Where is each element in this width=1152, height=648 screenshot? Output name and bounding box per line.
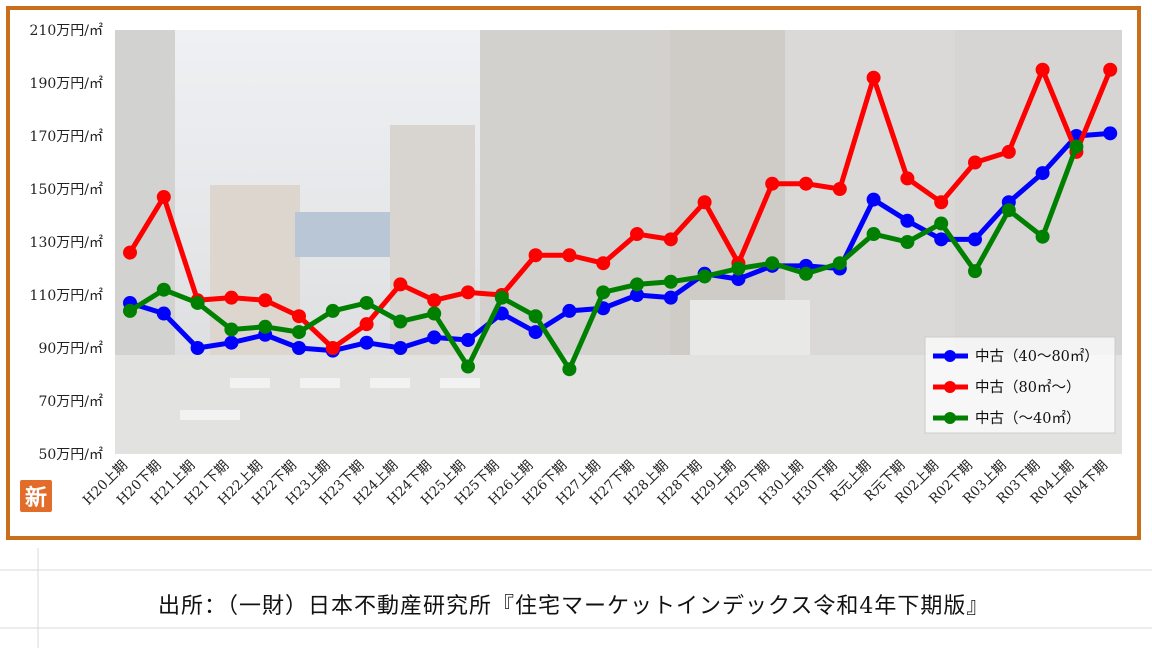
y-tick-label: 110万円/㎡ [30,288,103,304]
data-point [765,176,780,191]
legend-label: 中古（40～80㎡） [975,348,1099,365]
legend-label: 中古（～40㎡） [975,410,1080,427]
data-point [427,306,442,321]
data-point [359,295,374,310]
data-point [562,248,577,263]
data-point [427,293,442,308]
data-point [292,309,306,324]
y-tick-label: 90万円/㎡ [38,341,103,357]
data-point [461,333,475,348]
data-point [596,285,611,300]
data-point [630,227,644,242]
data-point [461,285,475,300]
data-point [528,248,543,263]
data-point [292,341,306,355]
data-point [258,319,273,334]
data-point [900,171,915,186]
legend: 中古（40～80㎡） 中古（80㎡～） 中古（～40㎡） [924,336,1116,434]
data-point [934,195,949,210]
data-point [765,256,780,271]
legend-swatch-marker [944,350,956,362]
y-tick-label: 130万円/㎡ [30,235,103,251]
data-point [258,293,273,308]
data-point [934,232,949,247]
legend-label: 中古（80㎡～） [975,379,1080,396]
data-point [461,359,475,374]
data-point [1035,166,1050,181]
data-point [393,314,408,329]
data-point [799,176,813,191]
data-point [190,295,205,310]
data-point [663,274,678,289]
data-point [224,335,239,350]
y-tick-label: 50万円/㎡ [38,447,103,463]
data-point [731,261,746,276]
data-point [359,317,374,332]
data-point [900,235,915,249]
data-point [866,192,881,207]
data-point [1103,126,1118,141]
data-point [697,269,712,284]
data-point [866,70,881,85]
data-point [325,341,340,355]
data-point [697,195,712,210]
new-badge-icon: 新 [20,480,52,512]
data-point [528,325,543,340]
data-point [190,341,205,355]
data-point [562,362,577,377]
data-point [156,282,171,297]
data-point [292,325,306,340]
data-point [427,330,442,345]
data-point [562,303,577,318]
data-point [799,266,813,281]
data-point [393,277,408,292]
data-point [832,182,847,196]
data-point [968,264,982,279]
data-point [630,288,644,302]
line-chart: 210万円/㎡ 190万円/㎡ 170万円/㎡ 150万円/㎡ 130万円/㎡ 110万円… [30,23,1122,508]
y-tick-label: 70万円/㎡ [38,394,103,410]
series-2 [123,62,1118,355]
data-point [832,256,847,271]
y-tick-label: 210万円/㎡ [30,23,103,39]
data-point [934,216,949,231]
data-point [968,232,982,247]
data-point [1001,203,1016,218]
data-point [630,277,644,292]
data-point [1069,139,1084,154]
data-point [596,256,611,271]
data-point [494,290,509,305]
y-tick-label: 170万円/㎡ [30,129,103,145]
data-point [528,309,543,324]
y-tick-label: 150万円/㎡ [30,182,103,198]
source-note: 出所：（一財）日本不動産研究所『住宅マーケットインデックス令和4年下期版』 [158,594,990,619]
data-point [1103,62,1118,77]
data-point [1035,229,1050,244]
data-point [123,245,137,260]
data-point [123,303,137,318]
data-point [156,306,171,321]
data-point [866,227,881,242]
data-point [393,341,408,355]
data-point [224,290,239,305]
data-point [968,155,982,170]
data-point [224,322,239,337]
data-point [731,272,746,287]
data-point [1001,144,1016,159]
data-point [663,290,678,305]
legend-swatch-marker [944,381,956,393]
data-point [1035,62,1050,77]
data-point [156,189,171,204]
series-3 [123,139,1084,377]
data-point [359,335,374,350]
legend-swatch-marker [944,412,956,424]
y-tick-label: 190万円/㎡ [30,76,103,92]
data-point [900,213,915,228]
data-point [663,232,678,247]
data-point [325,303,340,318]
